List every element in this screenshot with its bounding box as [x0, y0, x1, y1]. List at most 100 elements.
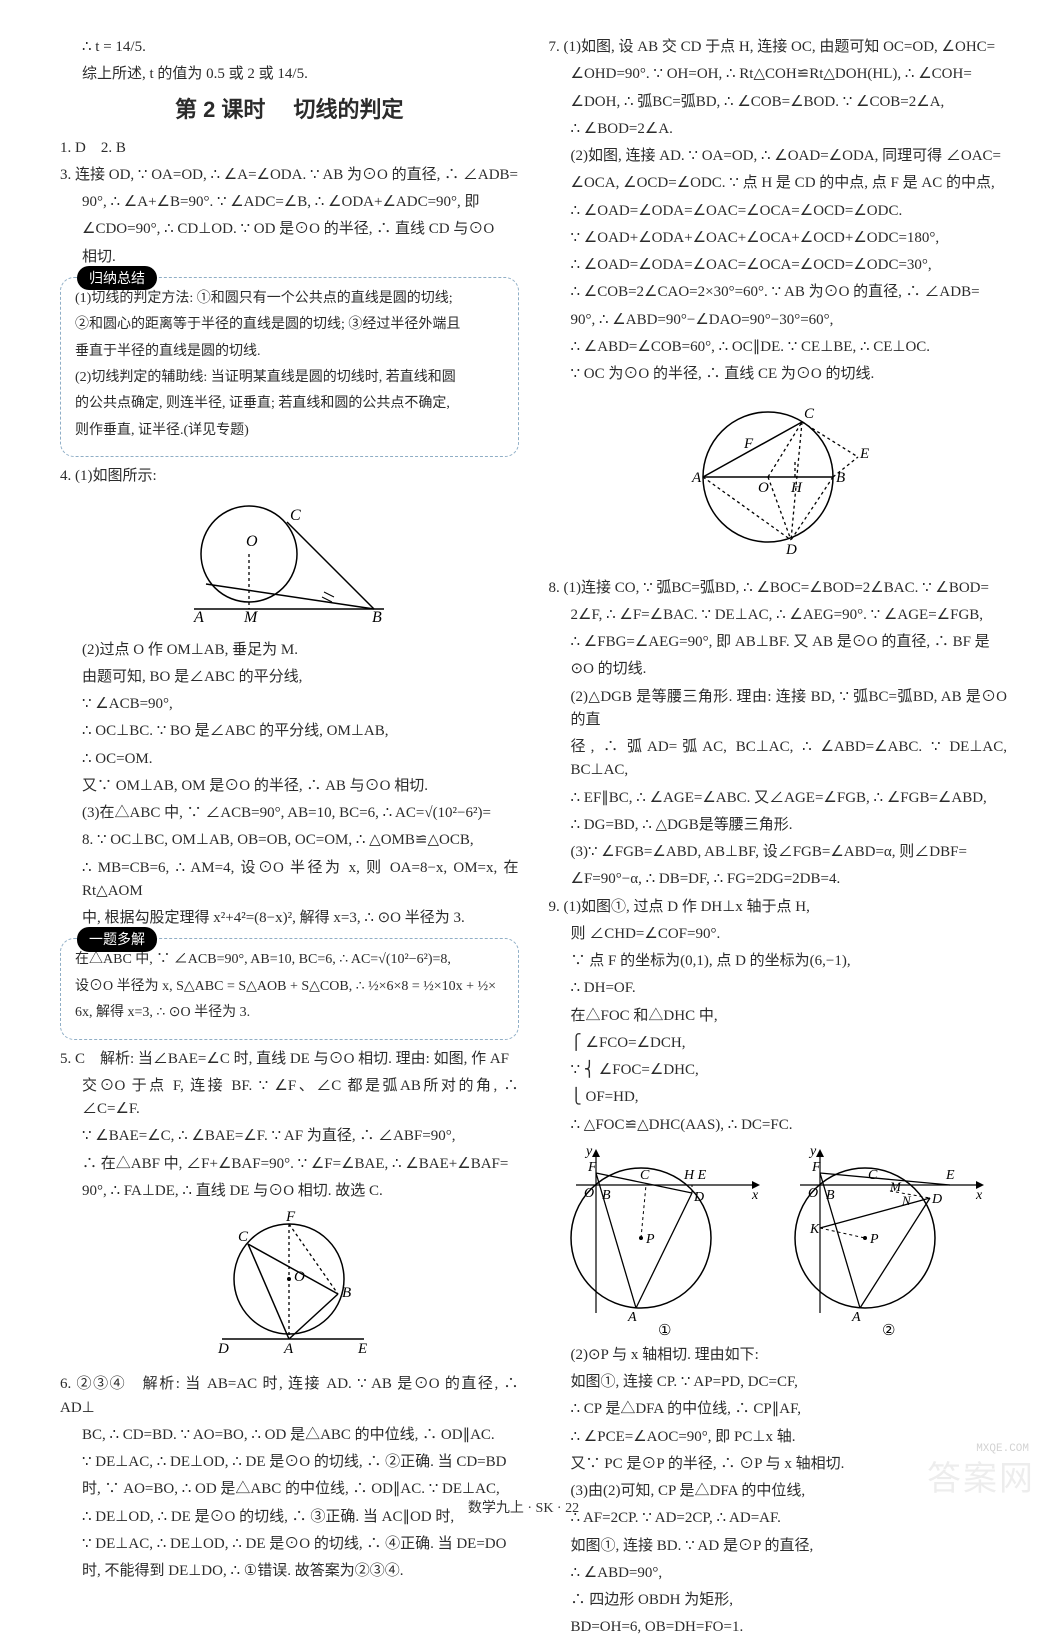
- svg-text:D: D: [785, 542, 797, 558]
- text-line: ⊙O 的切线.: [549, 658, 1008, 681]
- svg-text:②: ②: [882, 1323, 895, 1338]
- text-line: ∴ △FOC≌△DHC(AAS), ∴ DC=FC.: [549, 1114, 1008, 1137]
- text-line: 8. (1)连接 CO, ∵ 弧BC=弧BD, ∴ ∠BOC=∠BOD=2∠BA…: [549, 577, 1008, 600]
- text-line: ⎧ ∠FCO=∠DCH,: [549, 1032, 1008, 1055]
- text-line: ∵ ∠OAD+∠ODA+∠OAC+∠OCA+∠OCD+∠ODC=180°,: [549, 227, 1008, 250]
- svg-text:O: O: [294, 1269, 305, 1285]
- figure-4-pair: y F C H E x O B D P A ①: [549, 1143, 1008, 1338]
- text-line: ∠OHD=90°. ∵ OH=OH, ∴ Rt△COH≌Rt△DOH(HL), …: [549, 63, 1008, 86]
- text-line: (1)切线的判定方法: ①和圆只有一个公共点的直线是圆的切线;: [75, 288, 504, 310]
- svg-text:O: O: [246, 533, 258, 550]
- text-line: ∠CDO=90°, ∴ CD⊥OD. ∵ OD 是⊙O 的半径, ∴ 直线 CD…: [60, 218, 519, 241]
- text-line: 的公共点确定, 则连半径, 证垂直; 若直线和圆的公共点不确定,: [75, 393, 504, 415]
- left-column: ∴ t = 14/5. 综上所述, t 的值为 0.5 或 2 或 14/5. …: [60, 36, 519, 1644]
- text-line: ∴ 四边形 OBDH 为矩形,: [549, 1589, 1008, 1612]
- text-line: 又∵ OM⊥AB, OM 是⊙O 的半径, ∴ AB 与⊙O 相切.: [60, 775, 519, 798]
- answer-line: 1. D 2. B: [60, 137, 519, 160]
- svg-text:x: x: [975, 1188, 983, 1203]
- text-line: (2)切线判定的辅助线: 当证明某直线是圆的切线时, 若直线和圆: [75, 367, 504, 389]
- svg-text:N: N: [901, 1193, 912, 1208]
- text-line: 90°, ∴ FA⊥DE, ∴ 直线 DE 与⊙O 相切. 故选 C.: [60, 1180, 519, 1203]
- svg-text:C: C: [238, 1229, 249, 1245]
- figure-3: C F E A O H B D: [549, 392, 1008, 570]
- svg-text:C: C: [640, 1168, 650, 1183]
- text-line: 径, ∴ 弧AD=弧AC, BC⊥AC, ∴ ∠ABD=∠ABC. ∵ DE⊥A…: [549, 736, 1008, 783]
- text-line: (3)在△ABC 中, ∵ ∠ACB=90°, AB=10, BC=6, ∴ A…: [60, 802, 519, 825]
- text-line: 6. ②③④ 解析: 当 AB=AC 时, 连接 AD. ∵ AB 是⊙O 的直…: [60, 1373, 519, 1420]
- svg-text:A: A: [627, 1310, 637, 1325]
- text-line: 在△ABC 中, ∵ ∠ACB=90°, AB=10, BC=6, ∴ AC=√…: [75, 949, 504, 971]
- svg-text:M: M: [243, 609, 259, 624]
- svg-text:A: A: [691, 470, 702, 486]
- svg-text:O: O: [808, 1186, 818, 1201]
- svg-text:C: C: [290, 507, 301, 524]
- svg-text:F: F: [285, 1209, 296, 1225]
- svg-text:F: F: [811, 1160, 821, 1175]
- text-line: 如图①, 连接 BD. ∵ AD 是⊙P 的直径,: [549, 1535, 1008, 1558]
- text-line: ∴ ∠ABD=90°,: [549, 1562, 1008, 1585]
- text-line: 则作垂直, 证半径.(详见专题): [75, 420, 504, 442]
- text-line: BD=OH=6, OB=DH=FO=1.: [549, 1616, 1008, 1639]
- text-line: 7. (1)如图, 设 AB 交 CD 于点 H, 连接 OC, 由题可知 OC…: [549, 36, 1008, 59]
- lesson-title: 第 2 课时 切线的判定: [60, 93, 519, 127]
- text-line: 设⊙O 半径为 x, S△ABC = S△AOB + S△COB, ∴ ½×6×…: [75, 976, 504, 998]
- text-line: (2)△DGB 是等腰三角形. 理由: 连接 BD, ∵ 弧BC=弧BD, AB…: [549, 686, 1008, 733]
- text-line: ∴ ∠FBG=∠AEG=90°, 即 AB⊥BF. 又 AB 是⊙O 的直径, …: [549, 631, 1008, 654]
- text-line: ∴ t = 14/5.: [60, 36, 519, 59]
- text-line: 交⊙O 于点 F, 连接 BF. ∵ ∠F、∠C 都是弧AB所对的角, ∴ ∠C…: [60, 1075, 519, 1122]
- text-line: ∴ CP 是△DFA 的中位线, ∴ CP∥AF,: [549, 1398, 1008, 1421]
- svg-text:①: ①: [658, 1323, 671, 1338]
- svg-text:F: F: [587, 1160, 597, 1175]
- svg-text:P: P: [869, 1232, 879, 1247]
- text-line: BC, ∴ CD=BD. ∵ AO=BO, ∴ OD 是△ABC 的中位线, ∴…: [60, 1424, 519, 1447]
- text-line: 90°, ∴ ∠A+∠B=90°. ∵ ∠ADC=∠B, ∴ ∠ODA+∠ADC…: [60, 191, 519, 214]
- text-line: 2∠F, ∴ ∠F=∠BAC. ∵ DE⊥AC, ∴ ∠AEG=90°. ∵ ∠…: [549, 604, 1008, 627]
- svg-text:D: D: [931, 1192, 942, 1207]
- text-line: ∴ DG=BD, ∴ △DGB是等腰三角形.: [549, 814, 1008, 837]
- text-line: ②和圆心的距离等于半径的直线是圆的切线; ③经过半径外端且: [75, 314, 504, 336]
- page-footer: 数学九上 · SK · 22: [0, 1498, 1047, 1520]
- text-line: 在△FOC 和△DHC 中,: [549, 1005, 1008, 1028]
- text-line: 垂直于半径的直线是圆的切线.: [75, 341, 504, 363]
- text-line: 如图①, 连接 CP. ∵ AP=PD, DC=CF,: [549, 1371, 1008, 1394]
- alt-pill: 一题多解: [77, 927, 157, 951]
- svg-text:O: O: [584, 1186, 594, 1201]
- svg-text:F: F: [743, 436, 754, 452]
- svg-text:B: B: [342, 1285, 351, 1301]
- figure-1: O C A M B: [60, 494, 519, 632]
- svg-text:M: M: [889, 1179, 902, 1194]
- svg-text:y: y: [584, 1144, 593, 1159]
- text-line: ∵ ∠ACB=90°,: [60, 693, 519, 716]
- svg-text:C: C: [868, 1168, 878, 1183]
- text-line: ∴ OC⊥BC. ∵ BO 是∠ABC 的平分线, OM⊥AB,: [60, 720, 519, 743]
- text-line: ∴ DH=OF.: [549, 977, 1008, 1000]
- svg-text:B: B: [372, 609, 382, 624]
- text-line: ⎩ OF=HD,: [549, 1086, 1008, 1109]
- svg-text:A: A: [851, 1310, 861, 1325]
- text-line: ∵ DE⊥AC, ∴ DE⊥OD, ∴ DE 是⊙O 的切线, ∴ ④正确. 当…: [60, 1533, 519, 1556]
- figure-2: F C O B D A E: [60, 1209, 519, 1367]
- text-line: 4. (1)如图所示:: [60, 465, 519, 488]
- text-line: ∴ ∠BOD=2∠A.: [549, 118, 1008, 141]
- text-line: 8. ∵ OC⊥BC, OM⊥AB, OB=OB, OC=OM, ∴ △OMB≌…: [60, 829, 519, 852]
- text-line: ∠OCA, ∠OCD=∠ODC. ∵ 点 H 是 CD 的中点, 点 F 是 A…: [549, 172, 1008, 195]
- svg-text:E: E: [945, 1168, 955, 1183]
- svg-text:B: B: [826, 1188, 835, 1203]
- text-line: 由题可知, BO 是∠ABC 的平分线,: [60, 666, 519, 689]
- svg-text:x: x: [751, 1188, 759, 1203]
- right-column: 7. (1)如图, 设 AB 交 CD 于点 H, 连接 OC, 由题可知 OC…: [549, 36, 1008, 1644]
- text-line: ∴ ∠PCE=∠AOC=90°, 即 PC⊥x 轴.: [549, 1426, 1008, 1449]
- text-line: ∴ OC=OM.: [60, 748, 519, 771]
- text-line: 90°, ∴ ∠ABD=90°−∠DAO=90°−30°=60°,: [549, 309, 1008, 332]
- svg-text:B: B: [602, 1188, 611, 1203]
- text-line: (2)过点 O 作 OM⊥AB, 垂足为 M.: [60, 639, 519, 662]
- summary-box: 归纳总结 (1)切线的判定方法: ①和圆只有一个公共点的直线是圆的切线; ②和圆…: [60, 277, 519, 457]
- text-line: 则 ∠CHD=∠COF=90°.: [549, 923, 1008, 946]
- text-line: (2)如图, 连接 AD. ∵ OA=OD, ∴ ∠OAD=∠ODA, 同理可得…: [549, 145, 1008, 168]
- svg-text:D: D: [217, 1341, 229, 1357]
- text-line: ∵ DE⊥AC, ∴ DE⊥OD, ∴ DE 是⊙O 的切线, ∴ ②正确. 当…: [60, 1451, 519, 1474]
- text-line: 5. C 解析: 当∠BAE=∠C 时, 直线 DE 与⊙O 相切. 理由: 如…: [60, 1048, 519, 1071]
- svg-text:C: C: [804, 406, 815, 422]
- text-line: (3)∵ ∠FGB=∠ABD, AB⊥BF, 设∠FGB=∠ABD=α, 则∠D…: [549, 841, 1008, 864]
- text-line: 综上所述, t 的值为 0.5 或 2 或 14/5.: [60, 63, 519, 86]
